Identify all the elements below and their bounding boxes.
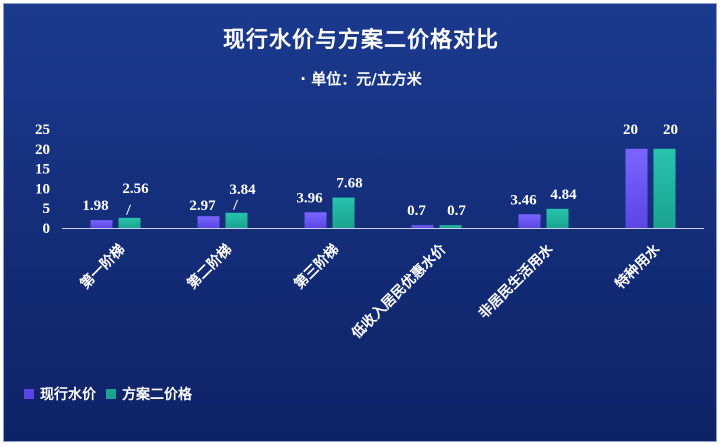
bar-plan2 — [225, 212, 248, 228]
chart-subtitle: · 单位：元/立方米 — [300, 70, 422, 88]
bar-plan2 — [332, 197, 355, 228]
bar-plan2 — [653, 148, 676, 228]
chart-frame: 现行水价与方案二价格对比 · 单位：元/立方米 0 5 10 15 20 25 1.98 2.… — [3, 3, 717, 442]
data-label: 20 — [623, 122, 638, 138]
legend: 现行水价 方案二价格 — [24, 384, 202, 404]
data-label: 7.68 — [336, 176, 362, 192]
y-tick-label: 10 — [35, 181, 50, 197]
legend-label-plan2: 方案二价格 — [122, 387, 192, 403]
x-category-label: 第一阶梯 — [77, 241, 129, 293]
bar-current — [197, 216, 220, 228]
bar-plan2 — [118, 217, 141, 228]
legend-label-current: 现行水价 — [40, 387, 96, 403]
y-tick-label: 5 — [43, 201, 51, 217]
bar-plan2 — [546, 208, 569, 228]
data-label: 0.7 — [407, 203, 426, 219]
y-tick-label: 25 — [35, 122, 50, 138]
legend-swatch-plan2 — [106, 389, 116, 399]
x-category-label: 低收入居民优惠水价 — [348, 240, 451, 343]
y-tick-label: 20 — [35, 142, 50, 158]
data-label: 1.98 — [82, 198, 108, 214]
data-label: 3.96 — [296, 190, 323, 206]
y-tick-label: 15 — [35, 162, 50, 178]
data-label: 3.46 — [510, 192, 537, 208]
x-category-label: 第三阶梯 — [291, 241, 343, 293]
label-leader-line — [126, 204, 131, 216]
legend-item-plan2: 方案二价格 — [106, 384, 192, 404]
bar-chart: 0 5 10 15 20 25 1.98 2.56 第一阶梯 2.97 3.84 第二阶梯 3.96 7.… — [35, 122, 704, 343]
bar-plan2 — [439, 225, 462, 228]
bar-current — [304, 212, 327, 228]
data-label: 4.84 — [550, 187, 577, 203]
y-tick-label: 0 — [43, 221, 51, 237]
chart-title: 现行水价与方案二价格对比 — [222, 28, 499, 53]
data-label: 2.56 — [122, 181, 149, 197]
bar-current — [411, 225, 434, 228]
data-label: 0.7 — [447, 203, 466, 219]
x-category-label: 特种用水 — [612, 240, 664, 292]
data-label: 20 — [663, 122, 678, 138]
legend-swatch-current — [24, 389, 34, 399]
legend-item-current: 现行水价 — [24, 384, 96, 404]
label-leader-line — [233, 199, 238, 210]
bar-current — [90, 220, 113, 228]
x-category-label: 第二阶梯 — [184, 241, 236, 293]
bar-current — [518, 214, 541, 228]
x-category-label: 非居民生活用水 — [475, 240, 557, 322]
data-label: 3.84 — [229, 182, 256, 198]
data-label: 2.97 — [189, 198, 216, 214]
bar-current — [625, 148, 648, 228]
